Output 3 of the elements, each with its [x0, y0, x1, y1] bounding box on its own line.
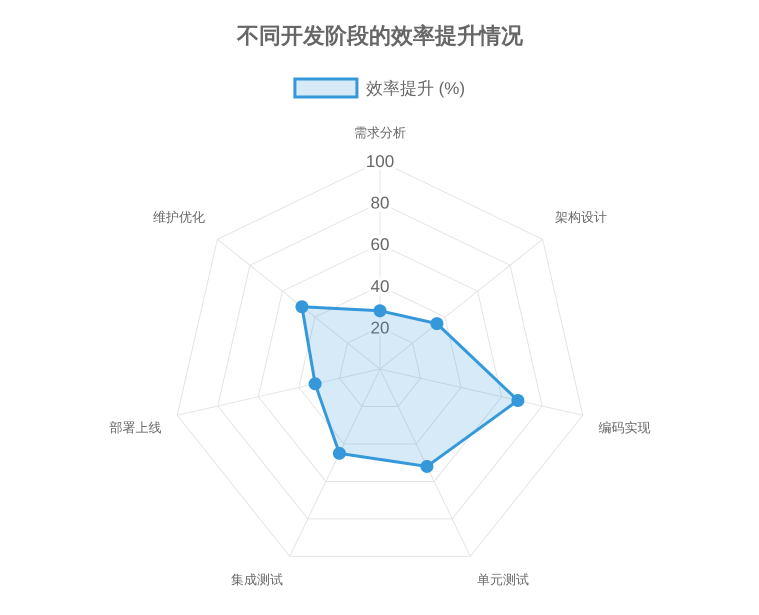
legend-label: 效率提升 (%) — [366, 79, 466, 98]
legend: 效率提升 (%) — [293, 78, 466, 98]
title: 不同开发阶段的效率提升情况 — [237, 23, 523, 48]
